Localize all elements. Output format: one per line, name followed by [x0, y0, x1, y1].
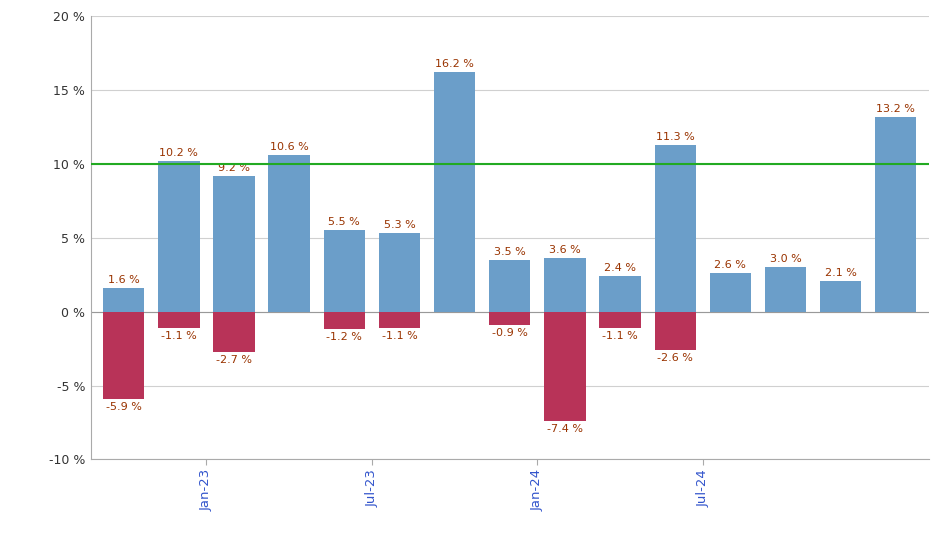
Bar — [489, 260, 530, 312]
Bar — [654, 145, 696, 312]
Bar — [820, 280, 861, 312]
Text: 3.0 %: 3.0 % — [770, 254, 802, 265]
Text: -1.1 %: -1.1 % — [603, 331, 638, 341]
Text: 1.6 %: 1.6 % — [108, 275, 140, 285]
Bar — [600, 312, 641, 328]
Bar — [544, 312, 586, 421]
Bar — [158, 161, 199, 312]
Text: 10.6 %: 10.6 % — [270, 142, 308, 152]
Text: -2.6 %: -2.6 % — [657, 353, 693, 363]
Bar — [103, 312, 145, 399]
Bar — [379, 233, 420, 312]
Bar — [600, 276, 641, 312]
Bar — [489, 312, 530, 325]
Bar — [379, 312, 420, 328]
Text: 9.2 %: 9.2 % — [218, 163, 250, 173]
Bar — [103, 288, 145, 312]
Bar — [654, 312, 696, 350]
Bar — [213, 175, 255, 312]
Text: 2.1 %: 2.1 % — [824, 268, 856, 278]
Text: 3.5 %: 3.5 % — [494, 247, 525, 257]
Text: 11.3 %: 11.3 % — [656, 131, 695, 142]
Bar — [765, 267, 807, 312]
Text: 3.6 %: 3.6 % — [549, 245, 581, 256]
Text: -1.2 %: -1.2 % — [326, 332, 362, 342]
Bar — [323, 312, 365, 329]
Bar — [269, 155, 310, 312]
Text: 16.2 %: 16.2 % — [435, 59, 474, 69]
Text: -5.9 %: -5.9 % — [106, 402, 142, 412]
Bar — [710, 273, 751, 312]
Bar — [434, 72, 476, 312]
Bar — [544, 258, 586, 312]
Text: -2.7 %: -2.7 % — [216, 355, 252, 365]
Text: 10.2 %: 10.2 % — [160, 148, 198, 158]
Bar — [875, 117, 916, 312]
Text: -1.1 %: -1.1 % — [382, 331, 417, 341]
Text: 13.2 %: 13.2 % — [876, 103, 916, 114]
Text: 5.3 %: 5.3 % — [384, 221, 415, 230]
Text: 2.4 %: 2.4 % — [604, 263, 636, 273]
Text: -7.4 %: -7.4 % — [547, 424, 583, 434]
Bar — [213, 312, 255, 351]
Bar — [158, 312, 199, 328]
Text: 2.6 %: 2.6 % — [714, 260, 746, 270]
Bar — [323, 230, 365, 312]
Text: -0.9 %: -0.9 % — [492, 328, 527, 338]
Text: 5.5 %: 5.5 % — [328, 217, 360, 227]
Text: -1.1 %: -1.1 % — [161, 331, 196, 341]
